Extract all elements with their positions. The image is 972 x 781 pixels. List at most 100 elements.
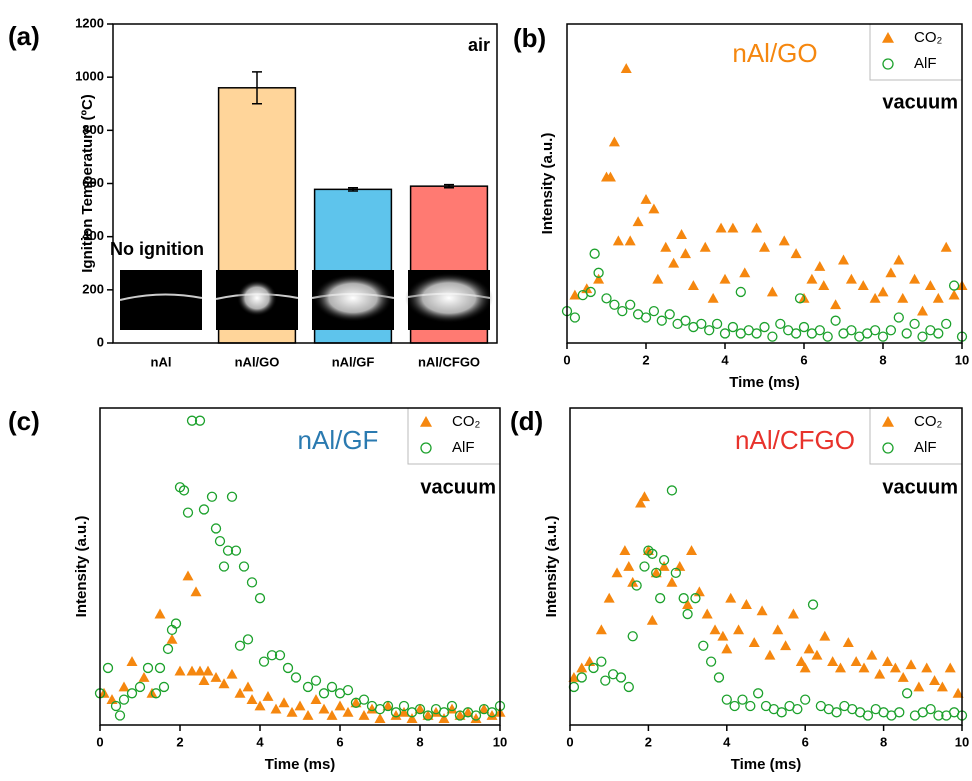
y-axis-label: Intensity (a.u.) bbox=[539, 133, 556, 235]
alf-point bbox=[576, 672, 587, 683]
alf-point bbox=[941, 318, 952, 330]
co2-point bbox=[682, 599, 694, 609]
alf-point bbox=[178, 485, 190, 496]
alf-point bbox=[246, 577, 258, 588]
co2-point bbox=[739, 267, 751, 278]
co2-point bbox=[717, 630, 729, 641]
co2-point bbox=[382, 700, 394, 711]
annotation: vacuum bbox=[882, 476, 958, 498]
y-axis-label: Ignition Temperature (ºC) bbox=[79, 94, 96, 273]
co2-point bbox=[866, 649, 878, 660]
alf-point bbox=[134, 681, 146, 693]
alf-point bbox=[230, 545, 242, 556]
alf-point bbox=[596, 656, 607, 667]
alf-point bbox=[925, 704, 936, 715]
alf-point bbox=[885, 325, 897, 336]
co2-point bbox=[693, 586, 705, 597]
co2-point bbox=[234, 687, 246, 698]
plot-frame bbox=[569, 407, 963, 726]
alf-point bbox=[274, 650, 286, 661]
alf-point bbox=[790, 328, 802, 339]
legend-marker bbox=[882, 58, 894, 70]
co2-point bbox=[414, 703, 426, 714]
alf-point bbox=[658, 555, 670, 566]
legend-label: AlF bbox=[914, 55, 937, 72]
alf-point bbox=[670, 567, 681, 578]
alf-point bbox=[569, 312, 581, 323]
co2-point bbox=[897, 292, 909, 303]
legend-marker bbox=[420, 442, 432, 454]
co2-point bbox=[924, 280, 936, 290]
co2-point bbox=[680, 248, 691, 259]
x-tick-label: nAl/GF bbox=[332, 354, 375, 369]
panel-label: (b) bbox=[513, 23, 546, 53]
co2-point bbox=[944, 662, 956, 673]
y-tick-label: 200 bbox=[82, 281, 104, 296]
alf-point bbox=[647, 548, 658, 559]
y-tick-label: 600 bbox=[82, 175, 104, 190]
co2-point bbox=[186, 665, 198, 676]
co2-point bbox=[772, 624, 784, 635]
alf-point bbox=[585, 286, 596, 298]
annotation: nAl/GO bbox=[732, 38, 817, 68]
alf-point bbox=[623, 681, 634, 693]
annotation: vacuum bbox=[420, 476, 496, 498]
legend-marker bbox=[882, 32, 894, 43]
photo-glow bbox=[313, 274, 393, 322]
co2-point bbox=[686, 545, 698, 556]
alf-point bbox=[877, 331, 889, 342]
alf-point bbox=[318, 688, 330, 699]
co2-point bbox=[294, 700, 306, 711]
co2-point bbox=[334, 700, 346, 711]
co2-point bbox=[642, 545, 654, 556]
alf-point bbox=[382, 700, 394, 712]
alf-point bbox=[186, 415, 198, 426]
co2-point bbox=[611, 567, 623, 578]
alf-point bbox=[759, 321, 770, 333]
co2-point bbox=[286, 706, 298, 717]
co2-point bbox=[624, 235, 636, 246]
alf-point bbox=[258, 656, 270, 667]
x-tick-label: 0 bbox=[563, 352, 570, 367]
alf-point bbox=[909, 318, 920, 330]
alf-point bbox=[290, 672, 302, 683]
co2-point bbox=[118, 681, 130, 692]
alf-point bbox=[342, 684, 354, 696]
co2-point bbox=[845, 273, 857, 284]
legend-marker bbox=[882, 442, 894, 454]
alf-point bbox=[698, 640, 709, 651]
co2-point bbox=[568, 671, 580, 682]
alf-point bbox=[600, 675, 611, 686]
co2-point bbox=[310, 694, 322, 705]
co2-point bbox=[940, 241, 952, 252]
alf-point bbox=[102, 662, 114, 674]
co2-point bbox=[166, 633, 178, 644]
co2-point bbox=[929, 675, 941, 686]
co2-point bbox=[709, 624, 721, 635]
plot-frame bbox=[566, 23, 963, 344]
legend-label: CO₂ bbox=[914, 29, 943, 46]
alf-point bbox=[242, 634, 254, 645]
alf-point bbox=[894, 707, 905, 718]
alf-point bbox=[238, 561, 250, 572]
alf-point bbox=[800, 694, 811, 705]
alf-point bbox=[210, 523, 222, 534]
alf-point bbox=[154, 662, 166, 674]
co2-point bbox=[210, 671, 222, 682]
panel-label: (a) bbox=[8, 21, 40, 51]
co2-point bbox=[850, 656, 862, 666]
alf-point bbox=[735, 286, 746, 298]
alf-point bbox=[414, 704, 426, 715]
alf-point bbox=[664, 309, 675, 320]
alf-point bbox=[719, 328, 731, 339]
co2-point bbox=[569, 289, 581, 300]
co2-point bbox=[632, 216, 644, 227]
x-tick-label: 0 bbox=[96, 734, 103, 749]
legend-label: CO₂ bbox=[914, 413, 943, 430]
annotation: vacuum bbox=[882, 91, 958, 113]
alf-point bbox=[893, 312, 904, 323]
co2-point bbox=[390, 709, 402, 720]
co2-point bbox=[674, 561, 686, 571]
alf-point bbox=[792, 704, 803, 715]
co2-point bbox=[952, 687, 964, 698]
